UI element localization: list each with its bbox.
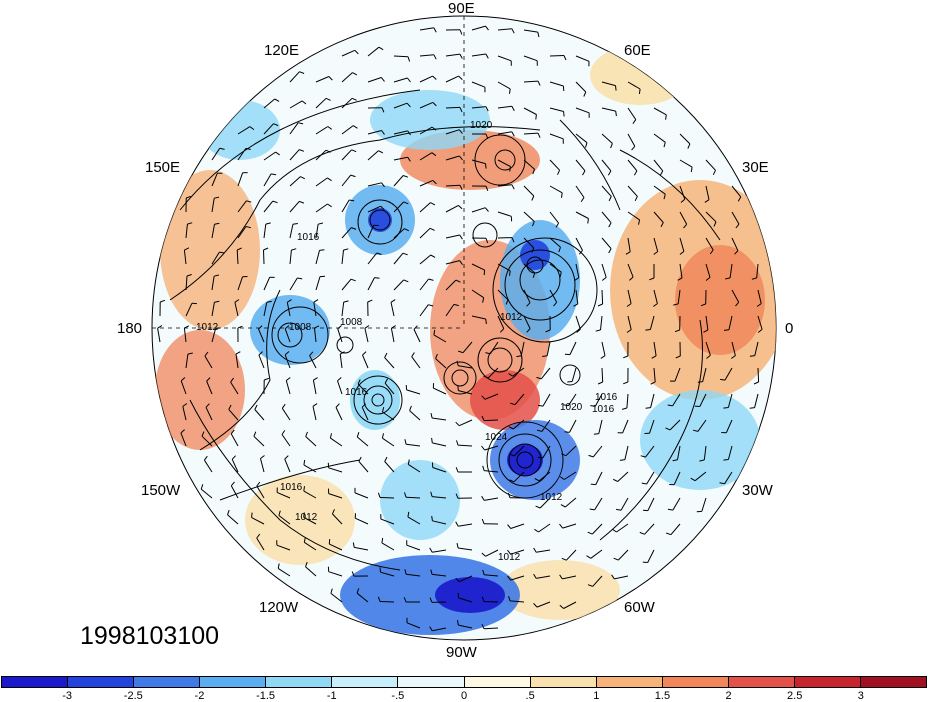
date-stamp: 1998103100 <box>80 622 220 650</box>
isobar-label: 1008 <box>340 317 363 328</box>
isobar-label: 1012 <box>196 322 219 333</box>
longitude-label-120w: 120W <box>259 599 299 616</box>
colorbar <box>1 676 927 688</box>
colorbar-tick-label: -3 <box>62 690 73 702</box>
colorbar-tick-label: 1 <box>593 690 600 702</box>
longitude-label-30w: 30W <box>742 482 773 499</box>
longitude-label-120e: 120E <box>264 42 300 59</box>
longitude-label-60e: 60E <box>624 42 651 59</box>
isobar-label: 1008 <box>289 322 312 333</box>
colorbar-segment <box>464 677 531 687</box>
isobar-contours <box>169 89 721 571</box>
colorbar-tick-label: 0 <box>460 690 468 702</box>
colorbar-tick-label: 1.5 <box>654 690 671 702</box>
isobar-label: 1016 <box>592 404 615 415</box>
colorbar-segment <box>596 677 663 687</box>
colorbar-tick-label: 3 <box>857 690 864 702</box>
colorbar-tick-label: -2.5 <box>123 690 143 702</box>
longitude-label-60w: 60W <box>624 599 655 616</box>
colorbar-tick-label: 2 <box>725 690 732 702</box>
colorbar-tick-label: -.5 <box>391 690 405 702</box>
colorbar-tick-label: .5 <box>525 690 535 702</box>
colorbar-tick-label: -1.5 <box>256 690 276 702</box>
colorbar-segment <box>200 677 267 687</box>
colorbar-segment <box>662 677 729 687</box>
isobar-label: 1012 <box>498 552 521 563</box>
colorbar-tick-label: -1 <box>326 690 337 702</box>
isobar-label: 1012 <box>295 512 318 523</box>
longitude-label-150w: 150W <box>141 482 181 499</box>
polar-map: 1020 1016 1012 1008 1008 1012 1016 1020 1016 1024… <box>151 15 777 641</box>
colorbar-segment <box>68 677 135 687</box>
isobar-label: 1020 <box>560 402 583 413</box>
graticule <box>152 16 465 329</box>
isobar-label: 1016 <box>297 232 320 243</box>
colorbar-segment <box>134 677 201 687</box>
longitude-label-150e: 150E <box>145 159 181 176</box>
isobar-label: 1024 <box>485 432 508 443</box>
isobar-label: 1016 <box>345 387 368 398</box>
isobar-label: 1020 <box>470 120 493 131</box>
longitude-label-0: 0 <box>785 320 794 337</box>
colorbar-segment <box>728 677 795 687</box>
wind-barbs <box>157 25 763 632</box>
colorbar-segment <box>794 677 862 687</box>
colorbar-segment <box>2 677 69 687</box>
isobar-label: 1016 <box>280 482 303 493</box>
colorbar-segment <box>266 677 333 687</box>
longitude-label-90e: 90E <box>448 0 475 17</box>
isobar-label-group: 1020 1016 1012 1008 1008 1012 1016 1020 1016 1024… <box>196 120 618 563</box>
longitude-label-90w: 90W <box>446 644 477 661</box>
isobar-label: 1012 <box>500 312 523 323</box>
longitude-label-30e: 30E <box>742 159 769 176</box>
colorbar-segment <box>398 677 465 687</box>
isobar-label: 1016 <box>595 392 618 403</box>
isobar-label: 1012 <box>540 492 563 503</box>
colorbar-segment <box>861 677 927 687</box>
colorbar-segment <box>530 677 597 687</box>
colorbar-segment <box>332 677 399 687</box>
colorbar-tick-label: 2.5 <box>787 690 803 702</box>
colorbar-tick-label: -2 <box>194 690 205 702</box>
longitude-label-180: 180 <box>117 320 143 337</box>
